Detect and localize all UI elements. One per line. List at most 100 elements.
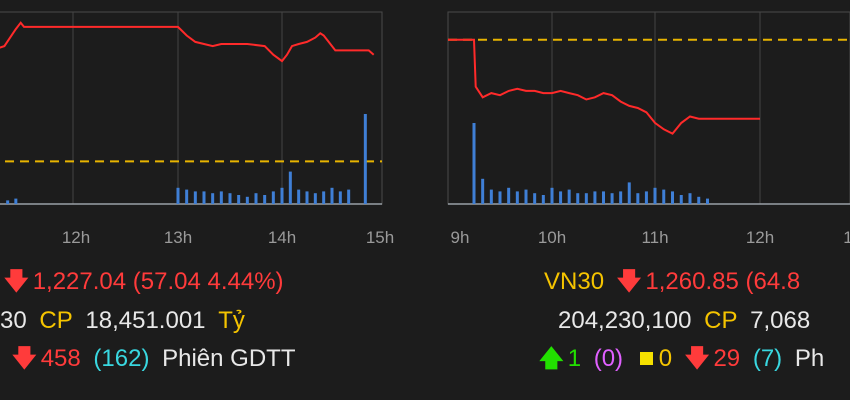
left-volume-bar (263, 195, 267, 204)
right-volume-bar (576, 193, 580, 204)
left-volume-bar (288, 171, 292, 204)
left-down-count: 458 (40, 345, 81, 372)
right-volume-bar (550, 187, 554, 204)
right-summary-line3: 🡅 1 (0) 0 🡇 29 (7) Ph (535, 345, 824, 373)
right-volume-bar (610, 193, 614, 204)
left-grid (0, 11, 383, 205)
left-volume-prefix: 30 (0, 307, 27, 334)
left-x-tick-label: 12h (62, 228, 90, 247)
left-volume-bar (219, 191, 223, 204)
right-up-paren: (0) (593, 345, 624, 372)
right-flat-count: 0 (658, 345, 673, 372)
left-volume-bar (305, 191, 309, 204)
left-x-tick-label: 13h (164, 228, 192, 247)
left-price-line (0, 21, 375, 63)
right-x-ticks: 9h 10h 11h 12h 1 (451, 228, 850, 247)
left-summary-line1: 🡇 1,227.04 (57.04 4.44%) (0, 268, 284, 296)
down-arrow-icon: 🡇 (4, 268, 29, 295)
right-session-text: Ph (794, 345, 825, 372)
right-x-tick-label: 1 (843, 228, 850, 247)
left-down-paren: (162) (93, 345, 150, 372)
right-price-line (448, 38, 760, 135)
right-x-tick-label: 10h (538, 228, 566, 247)
left-x-tick-label: 15h (366, 228, 394, 247)
left-volume-bar (202, 191, 206, 204)
up-arrow-icon: 🡅 (539, 345, 564, 372)
right-volume-bar (567, 189, 571, 204)
left-session-text: Phiên GDTT (162, 345, 296, 372)
right-value-text: 7,068 (750, 307, 811, 334)
right-summary-line2: 204,230,100 CP 7,068 (558, 307, 810, 335)
right-volume-bar (636, 193, 640, 204)
down-arrow-icon: 🡇 (12, 345, 37, 372)
right-volume-bar (644, 191, 648, 204)
left-volume-bar (14, 198, 18, 204)
left-unit-text: Tỷ (218, 307, 245, 334)
right-volume-bar (602, 191, 605, 204)
left-volume-bar (185, 189, 189, 204)
right-volume-bar (507, 187, 511, 204)
left-volume-bar (313, 193, 317, 204)
left-volume-bar (245, 196, 249, 204)
right-grid (447, 11, 850, 205)
left-summary-line3: 🡇 458 (162) Phiên GDTT (8, 345, 295, 373)
right-change-text: 1,260.85 (64.8 (645, 268, 801, 295)
right-volume-bar (662, 189, 666, 204)
left-cp-label: CP (39, 307, 73, 334)
left-volume-bar (363, 114, 367, 204)
right-volume-bar (541, 195, 545, 204)
right-volume-bar (472, 123, 476, 204)
right-volume-bars (472, 123, 709, 204)
right-x-tick-label: 9h (451, 228, 470, 247)
right-volume-bar (593, 191, 597, 204)
right-volume-bar (515, 191, 519, 204)
left-volume-bar (6, 200, 10, 204)
left-volume-bar (322, 191, 326, 204)
right-volume-bar (671, 191, 674, 204)
right-volume-bar (679, 195, 683, 204)
left-volume-bar (228, 193, 232, 204)
right-up-count: 1 (567, 345, 582, 372)
right-volume-bar (688, 193, 692, 204)
right-volume-bar (584, 193, 588, 204)
left-volume-bar (271, 191, 275, 204)
right-volume-text: 204,230,100 (558, 307, 692, 334)
left-volume-bar (347, 189, 351, 204)
right-volume-bar (706, 198, 709, 204)
left-volume-bar (211, 193, 215, 204)
right-down-paren: (7) (752, 345, 783, 372)
right-volume-bar (489, 189, 493, 204)
flat-square-icon (639, 352, 653, 366)
right-volume-bar (627, 182, 631, 204)
right-volume-bar (498, 191, 502, 204)
right-volume-bar (653, 187, 657, 204)
left-volume-bar (254, 193, 258, 204)
left-volume-bar (176, 187, 180, 204)
left-volume-bar (330, 187, 334, 204)
right-volume-bar (559, 191, 563, 204)
left-chart: 12h 13h 14h 15h (0, 11, 394, 247)
left-volume-bar (237, 195, 241, 204)
left-x-tick-label: 14h (268, 228, 296, 247)
right-index-label: VN30 (544, 268, 605, 295)
right-chart: 9h 10h 11h 12h 1 (447, 11, 850, 247)
left-x-ticks: 12h 13h 14h 15h (62, 228, 394, 247)
left-summary-line2: 30 CP 18,451.001 Tỷ (0, 307, 245, 335)
right-volume-bar (533, 193, 537, 204)
right-volume-bar (619, 191, 623, 204)
right-volume-bar (524, 189, 528, 204)
left-frame (0, 11, 383, 205)
right-cp-label: CP (704, 307, 738, 334)
right-x-tick-label: 11h (641, 228, 668, 247)
chart-canvas: 12h 13h 14h 15h 9h 10h 11h 12h 1 (0, 11, 850, 247)
right-summary-line1: VN30 🡇 1,260.85 (64.8 (544, 268, 800, 296)
right-down-count: 29 (713, 345, 741, 372)
right-x-tick-label: 12h (746, 228, 774, 247)
left-volume-bar (280, 187, 284, 204)
left-change-text: 1,227.04 (57.04 4.44%) (32, 268, 284, 295)
right-frame (447, 11, 850, 205)
left-volume-bar (338, 191, 342, 204)
left-value-text: 18,451.001 (85, 307, 206, 334)
down-arrow-icon: 🡇 (616, 268, 642, 295)
left-volume-bar (297, 189, 301, 204)
